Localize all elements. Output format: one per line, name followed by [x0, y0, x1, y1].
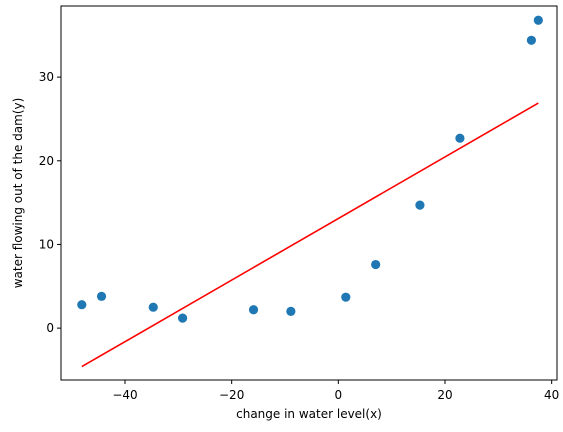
x-axis-ticks: −40 −20 0 20 40	[112, 380, 559, 402]
scatter-point	[455, 133, 465, 143]
scatter-point	[96, 291, 107, 301]
scatter-point	[286, 306, 296, 316]
chart-marks	[77, 15, 543, 368]
scatter-point	[526, 35, 537, 45]
x-tick-label: 40	[544, 388, 559, 402]
y-tick-label: 0	[46, 321, 54, 335]
x-tick-label: −40	[112, 388, 137, 402]
scatter-point	[533, 15, 543, 25]
fit-line	[81, 102, 539, 368]
plot-frame	[60, 5, 558, 381]
scatter-point	[148, 302, 158, 312]
y-axis-ticks: 0 10 20 30	[39, 70, 61, 335]
scatter-point	[178, 313, 188, 323]
scatter-point	[341, 292, 351, 302]
scatter-point	[248, 305, 259, 315]
x-tick-label: 0	[335, 388, 343, 402]
scatter-point	[371, 259, 381, 270]
scatter-point	[77, 300, 87, 310]
y-tick-label: 10	[39, 237, 54, 251]
y-tick-label: 30	[39, 70, 54, 84]
x-axis-label: change in water level(x)	[236, 407, 382, 421]
x-tick-label: −20	[219, 388, 244, 402]
x-tick-label: 20	[437, 388, 452, 402]
y-tick-label: 20	[39, 154, 54, 168]
y-axis-label: water flowing out of the dam(y)	[11, 98, 25, 289]
scatter-point	[415, 200, 425, 210]
